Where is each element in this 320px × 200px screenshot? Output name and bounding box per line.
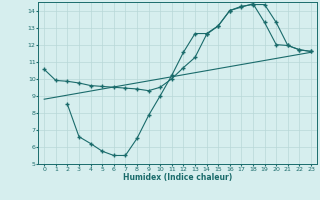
X-axis label: Humidex (Indice chaleur): Humidex (Indice chaleur) (123, 173, 232, 182)
